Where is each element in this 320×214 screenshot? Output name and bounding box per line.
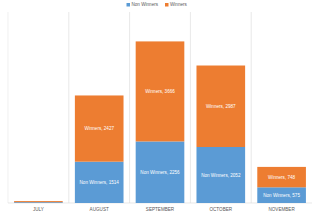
data-label: Non Winners, 1514 [80,180,120,185]
data-label: Winners, 3666 [145,89,175,94]
bars [14,41,306,203]
x-tick-label: NOVEMBER [268,207,295,212]
chart: Non Winners, 1514 Winners, 2427 Non Winner… [0,0,320,214]
data-label: Non Winners, 2256 [140,170,180,175]
data-label: Winners, 748 [268,175,296,180]
labels: Non Winners, 1514 Winners, 2427 Non Winner… [80,89,301,198]
legend: Non Winners Winners [127,2,188,7]
bar-segment [75,95,124,161]
x-tick-label: SEPTEMBER [146,207,175,212]
bar-segment [75,162,124,203]
bar-segment [136,141,185,203]
bar-segment [257,167,306,187]
x-tick-label: OCTOBER [209,207,232,212]
chart-root: Non Winners, 1514 Winners, 2427 Non Winner… [0,0,320,214]
data-label: Winners, 2427 [84,126,114,131]
separator [251,12,252,203]
bar-segment [14,202,63,203]
legend-label: Non Winners [132,2,159,7]
legend-label: Winners [170,2,188,7]
bar-segment [14,201,63,202]
legend-swatch [165,3,169,7]
y-axis-line [8,12,9,203]
bar-segment [257,187,306,203]
data-label: Winners, 2987 [206,104,236,109]
x-tick-label: AUGUST [90,207,109,212]
x-tick-label: JULY [33,207,44,212]
data-label: Non Winners, 2052 [201,173,241,178]
separator [68,12,69,203]
bar-segment [196,66,245,148]
legend-swatch [127,3,131,7]
bar-segment [136,41,185,141]
separator [190,12,191,203]
separator [129,12,130,203]
bar-segment [196,147,245,203]
data-label: Non Winners, 575 [263,193,300,198]
